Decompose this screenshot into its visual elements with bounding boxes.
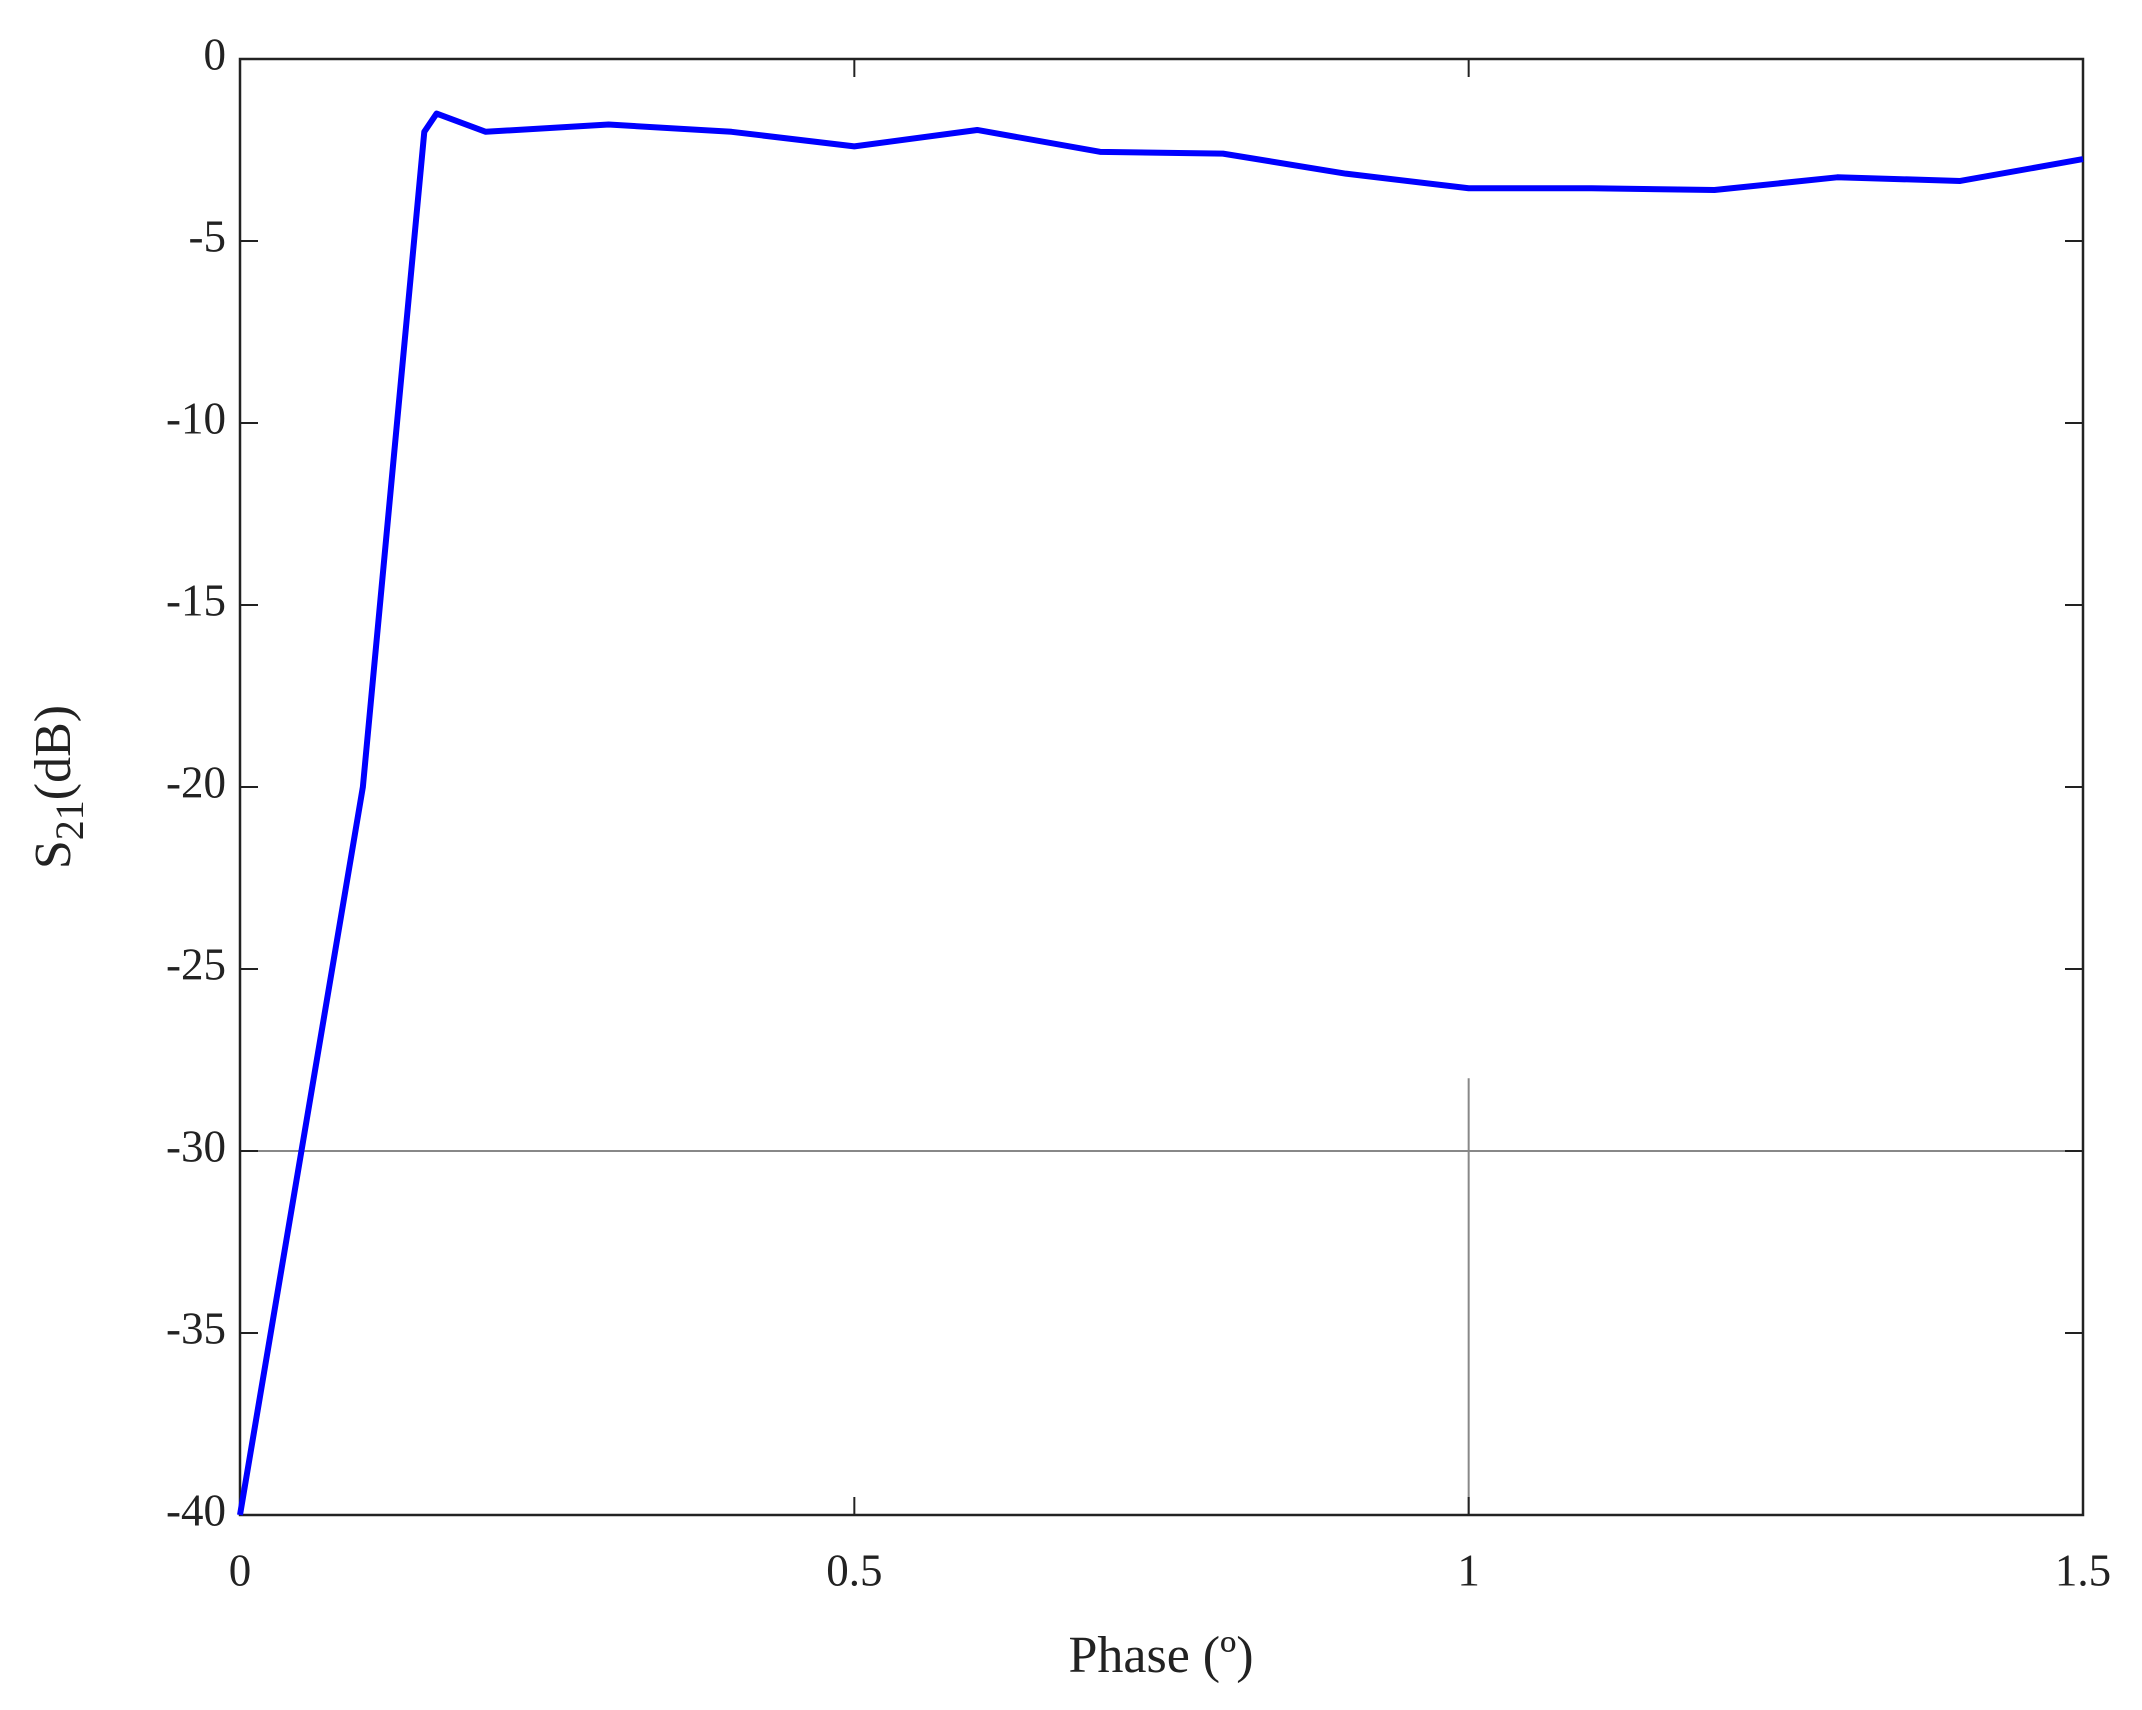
x-tick-label: 1.5 [2055,1545,2111,1595]
y-tick-label: -5 [189,211,227,261]
y-tick-label: -35 [166,1303,226,1353]
x-tick-label: 1 [1457,1545,1480,1595]
y-axis-label: S21(dB) [25,705,92,869]
y-tick-label: 0 [204,29,227,79]
x-axis-label: Phase (º) [1068,1627,1253,1684]
y-tick-label: -20 [166,757,226,807]
x-tick-label: 0.5 [826,1545,882,1595]
y-tick-label: -30 [166,1121,226,1171]
y-label-base: S [25,840,82,869]
y-label-sub: 21 [47,800,92,840]
data-line [237,110,2084,1516]
y-tick-label: -10 [166,393,226,443]
x-tick-label: 0 [229,1545,252,1595]
y-tick-label: -25 [166,939,226,989]
y-tick-label: -15 [166,575,226,625]
y-tick-label: -40 [166,1485,226,1535]
plot-frame [238,57,2085,1517]
y-label-unit: (dB) [25,705,82,800]
